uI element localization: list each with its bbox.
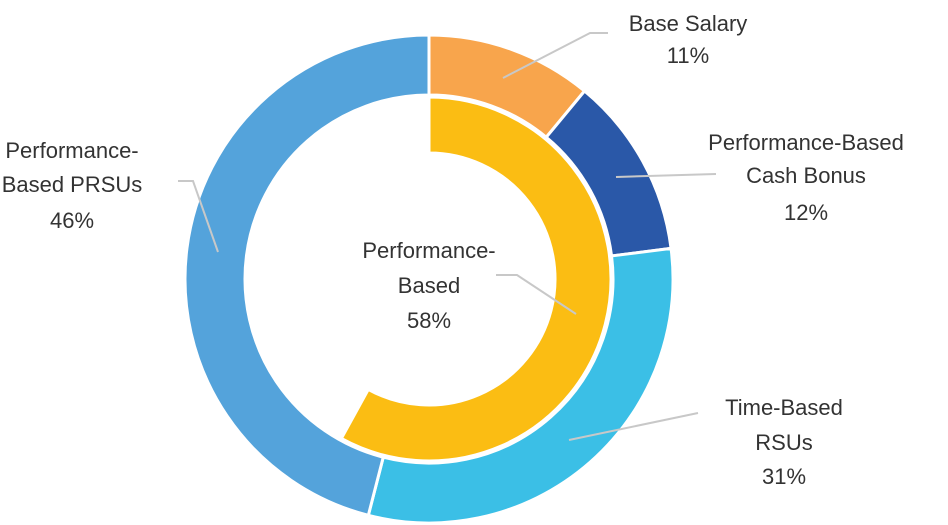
- data-label-time-based-rsus: Time-Based RSUs 31%: [725, 395, 843, 489]
- leader-line-performance-based-prsus: [178, 180, 219, 253]
- data-label-base-salary: Base Salary 11%: [629, 11, 748, 68]
- category-label-line: RSUs: [755, 430, 812, 455]
- category-label-line: Performance-Based: [708, 130, 904, 155]
- leader-lines: [178, 32, 717, 441]
- leader-line-performance-based: [496, 274, 577, 315]
- leader-line-performance-based-cash-bonus: [615, 173, 717, 178]
- percent-label: 12%: [784, 200, 828, 225]
- leader-line-time-based-rsus: [568, 412, 699, 441]
- inner-slice-performance-based: [339, 95, 613, 463]
- outer-slice-performance-based-prsus: [183, 33, 431, 517]
- category-label-line: Cash Bonus: [746, 163, 866, 188]
- percent-label: 58%: [407, 308, 451, 333]
- slices-layer: [183, 33, 675, 525]
- category-label-line: Time-Based: [725, 395, 843, 420]
- data-labels: Base Salary 11%Performance-Based Cash Bonu…: [2, 11, 904, 489]
- data-label-performance-based-prsus: Performance- Based PRSUs 46%: [2, 138, 143, 233]
- leader-line-base-salary: [502, 32, 608, 79]
- category-label-line: Based: [398, 273, 460, 298]
- data-label-performance-based-cash-bonus: Performance-Based Cash Bonus 12%: [708, 130, 904, 225]
- category-label-line: Performance-: [5, 138, 138, 163]
- category-label-line: Performance-: [362, 238, 495, 263]
- category-label-line: Base Salary: [629, 11, 748, 36]
- data-label-performance-based: Performance- Based 58%: [362, 238, 495, 333]
- percent-label: 46%: [50, 208, 94, 233]
- category-label-line: Based PRSUs: [2, 172, 143, 197]
- outer-slice-time-based-rsus: [366, 246, 675, 525]
- percent-label: 11%: [667, 43, 709, 68]
- percent-label: 31%: [762, 464, 806, 489]
